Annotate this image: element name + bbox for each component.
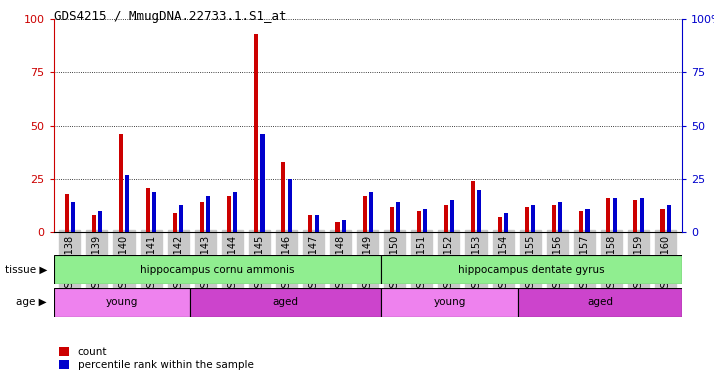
Text: aged: aged	[587, 297, 613, 308]
Text: aged: aged	[273, 297, 298, 308]
Bar	[518, 288, 682, 317]
Bar	[531, 205, 536, 232]
Bar	[613, 198, 617, 232]
Bar	[91, 215, 96, 232]
Legend: count, percentile rank within the sample: count, percentile rank within the sample	[59, 347, 253, 370]
Bar	[233, 192, 238, 232]
Bar	[579, 211, 583, 232]
Bar	[558, 202, 563, 232]
Bar	[190, 288, 381, 317]
Bar	[261, 134, 264, 232]
Bar	[71, 202, 75, 232]
Bar	[396, 202, 400, 232]
Bar	[477, 190, 481, 232]
Bar	[450, 200, 454, 232]
Bar	[633, 200, 638, 232]
Bar	[381, 255, 682, 284]
Bar	[640, 198, 644, 232]
Bar	[417, 211, 421, 232]
Bar	[152, 192, 156, 232]
Bar	[585, 209, 590, 232]
Bar	[98, 211, 102, 232]
Bar	[660, 209, 665, 232]
Bar	[606, 198, 610, 232]
Text: hippocampus dentate gyrus: hippocampus dentate gyrus	[458, 265, 605, 275]
Bar	[525, 207, 529, 232]
Bar	[54, 255, 381, 284]
Bar	[173, 213, 177, 232]
Bar	[119, 134, 123, 232]
Text: hippocampus cornu ammonis: hippocampus cornu ammonis	[140, 265, 295, 275]
Text: GDS4215 / MmugDNA.22733.1.S1_at: GDS4215 / MmugDNA.22733.1.S1_at	[54, 10, 286, 23]
Bar	[390, 207, 393, 232]
Bar	[498, 217, 502, 232]
Bar	[65, 194, 69, 232]
Bar	[315, 215, 318, 232]
Bar	[179, 205, 183, 232]
Text: young: young	[433, 297, 466, 308]
Bar	[206, 196, 211, 232]
Bar	[200, 202, 204, 232]
Bar	[667, 205, 670, 232]
Bar	[288, 179, 291, 232]
Bar	[308, 215, 313, 232]
Bar	[369, 192, 373, 232]
Bar	[444, 205, 448, 232]
Bar	[471, 181, 475, 232]
Bar	[146, 187, 150, 232]
Bar	[125, 175, 129, 232]
Bar	[423, 209, 427, 232]
Text: young: young	[106, 297, 138, 308]
Bar	[381, 288, 518, 317]
Bar	[552, 205, 556, 232]
Text: tissue ▶: tissue ▶	[5, 265, 47, 275]
Bar	[54, 288, 190, 317]
Bar	[504, 213, 508, 232]
Bar	[363, 196, 366, 232]
Bar	[281, 162, 286, 232]
Text: age ▶: age ▶	[16, 297, 47, 308]
Bar	[342, 220, 346, 232]
Bar	[336, 222, 340, 232]
Bar	[254, 34, 258, 232]
Bar	[227, 196, 231, 232]
